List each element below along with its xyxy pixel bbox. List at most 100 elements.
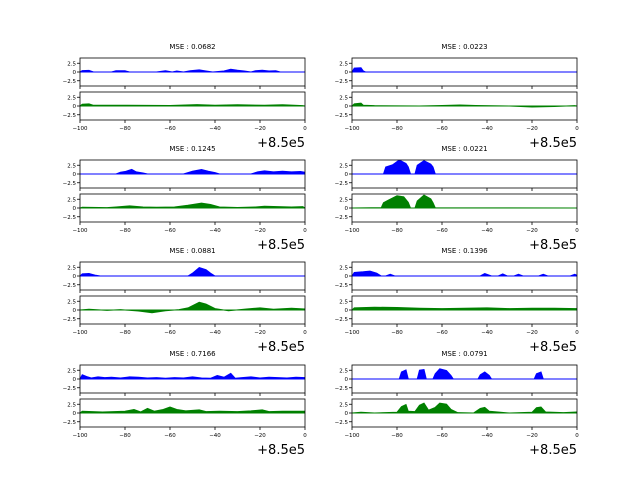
x-tick-label: −40 — [209, 433, 221, 439]
y-tick-label: −2.5 — [335, 386, 349, 392]
subplot-title: MSE : 0.0221 — [441, 145, 487, 153]
y-tick-label: −2.5 — [63, 420, 77, 426]
subplot-4: MSE : 0.0221 −2.5 0 2.5 −2.5 0 2.5 −100 −80 −60 −4… — [335, 145, 580, 253]
y-tick-label: 0 — [73, 411, 77, 417]
y-tick-label: −2.5 — [63, 386, 77, 392]
series-area — [352, 160, 577, 174]
axes-bottom: −2.5 0 2.5 −100 −80 −60 −40 −20 0 — [335, 91, 579, 132]
y-tick-label: 0 — [73, 104, 77, 110]
x-offset-label: +8.5e5 — [529, 238, 577, 253]
y-tick-label: −2.5 — [63, 79, 77, 85]
axes-top: −2.5 0 2.5 — [63, 261, 306, 293]
series-area — [352, 195, 577, 208]
x-offset-label: +8.5e5 — [529, 443, 577, 458]
y-tick-label: 0 — [345, 274, 349, 280]
axes-top: −2.5 0 2.5 — [63, 159, 306, 191]
subplot-2: MSE : 0.0223 −2.5 0 2.5 −2.5 0 2.5 −100 −80 −60 −4… — [335, 43, 580, 151]
x-tick-label: −60 — [436, 330, 448, 336]
x-tick-label: −60 — [436, 126, 448, 132]
x-tick-label: 0 — [303, 126, 307, 132]
y-tick-label: 2.5 — [67, 368, 76, 374]
x-tick-label: 0 — [575, 228, 579, 234]
series-area — [352, 67, 577, 72]
x-tick-label: −40 — [481, 433, 493, 439]
x-tick-label: 0 — [303, 228, 307, 234]
series-line — [80, 168, 305, 175]
subplot-1: MSE : 0.0682 −2.5 0 2.5 −2.5 0 2.5 −100 −80 −60 −4… — [63, 43, 308, 151]
x-offset-label: +8.5e5 — [257, 443, 305, 458]
subplot-title: MSE : 0.1245 — [169, 145, 215, 153]
x-tick-label: −100 — [344, 126, 360, 132]
axes-top: −2.5 0 2.5 — [335, 364, 578, 396]
axes-bottom: −2.5 0 2.5 −100 −80 −60 −40 −20 0 — [335, 193, 579, 234]
y-tick-label: 2.5 — [67, 265, 76, 271]
x-tick-label: −40 — [209, 330, 221, 336]
series-area — [80, 267, 305, 276]
y-tick-label: −2.5 — [335, 215, 349, 221]
y-tick-label: −2.5 — [63, 113, 77, 119]
y-tick-label: −2.5 — [335, 113, 349, 119]
x-offset-label: +8.5e5 — [257, 340, 305, 355]
x-tick-label: −40 — [209, 126, 221, 132]
x-tick-label: −20 — [526, 126, 538, 132]
x-tick-label: −40 — [481, 126, 493, 132]
subplot-title: MSE : 0.7166 — [169, 350, 216, 358]
series-line — [80, 202, 305, 209]
x-tick-label: −60 — [164, 330, 176, 336]
x-tick-label: 0 — [575, 126, 579, 132]
subplot-title: MSE : 0.0223 — [441, 43, 487, 51]
series-line — [352, 67, 577, 73]
y-tick-label: 2.5 — [67, 61, 76, 67]
y-tick-label: 0 — [73, 172, 77, 178]
x-offset-label: +8.5e5 — [529, 340, 577, 355]
x-tick-label: −40 — [481, 330, 493, 336]
y-tick-label: −2.5 — [335, 283, 349, 289]
y-tick-label: 2.5 — [339, 61, 348, 67]
series-line — [80, 103, 305, 107]
y-tick-label: −2.5 — [63, 215, 77, 221]
y-tick-label: 2.5 — [339, 197, 348, 203]
y-tick-label: 0 — [345, 70, 349, 76]
axes-bottom: −2.5 0 2.5 −100 −80 −60 −40 −20 0 — [63, 398, 307, 439]
axes-top: −2.5 0 2.5 — [63, 57, 306, 89]
x-tick-label: −60 — [164, 126, 176, 132]
axes-bottom: −2.5 0 2.5 −100 −80 −60 −40 −20 0 — [63, 295, 307, 336]
x-tick-label: −80 — [391, 433, 403, 439]
x-tick-label: −40 — [209, 228, 221, 234]
x-tick-label: −100 — [344, 330, 360, 336]
series-line — [352, 102, 577, 108]
y-tick-label: 0 — [345, 206, 349, 212]
series-area — [352, 271, 577, 276]
x-tick-label: −100 — [72, 330, 88, 336]
x-tick-label: −100 — [344, 228, 360, 234]
y-tick-label: −2.5 — [63, 181, 77, 187]
x-tick-label: −100 — [344, 433, 360, 439]
x-tick-label: −80 — [119, 126, 131, 132]
x-tick-label: −80 — [391, 126, 403, 132]
y-tick-label: −2.5 — [63, 283, 77, 289]
series-line — [352, 402, 577, 414]
y-tick-label: 0 — [73, 206, 77, 212]
x-tick-label: −100 — [72, 228, 88, 234]
y-tick-label: −2.5 — [335, 317, 349, 323]
x-offset-label: +8.5e5 — [257, 238, 305, 253]
series-line — [80, 68, 305, 73]
y-tick-label: 0 — [345, 104, 349, 110]
y-tick-label: 0 — [345, 172, 349, 178]
series-line — [80, 372, 305, 380]
y-tick-label: 2.5 — [67, 402, 76, 408]
axes-top: −2.5 0 2.5 — [63, 364, 306, 396]
y-tick-label: 0 — [73, 308, 77, 314]
axes-bottom: −2.5 0 2.5 −100 −80 −60 −40 −20 0 — [335, 295, 579, 336]
x-tick-label: −60 — [436, 228, 448, 234]
y-tick-label: 0 — [73, 274, 77, 280]
axes-bottom: −2.5 0 2.5 −100 −80 −60 −40 −20 0 — [63, 91, 307, 132]
axes-bottom: −2.5 0 2.5 −100 −80 −60 −40 −20 0 — [335, 398, 579, 439]
x-tick-label: −80 — [119, 228, 131, 234]
y-tick-label: 2.5 — [339, 299, 348, 305]
subplot-title: MSE : 0.1396 — [441, 247, 488, 255]
x-tick-label: −100 — [72, 433, 88, 439]
x-tick-label: −80 — [119, 330, 131, 336]
y-tick-label: 2.5 — [67, 163, 76, 169]
